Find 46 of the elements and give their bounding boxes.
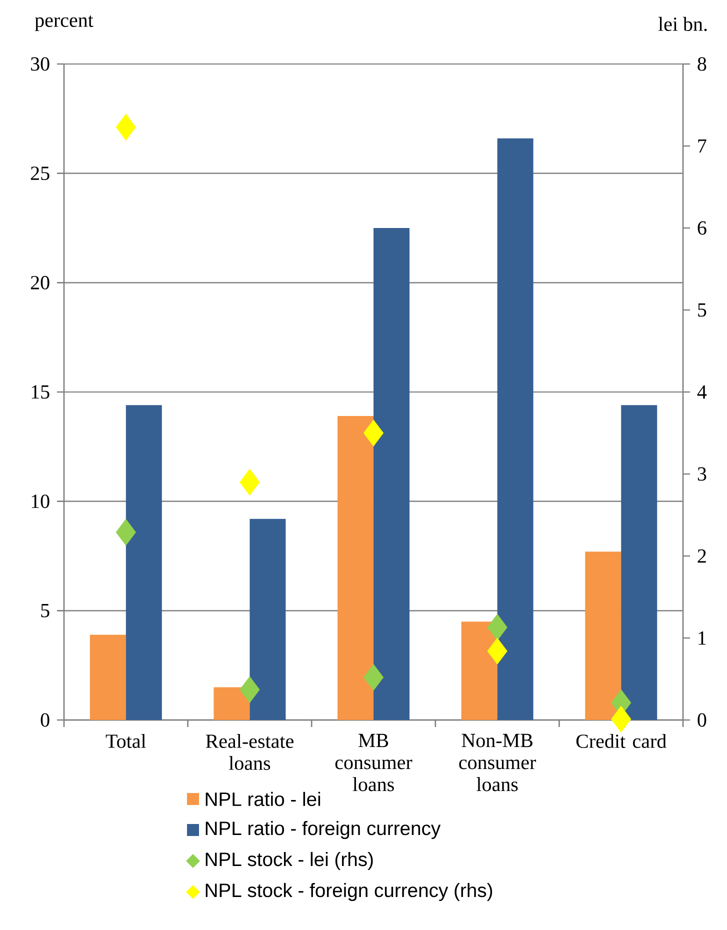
point [611, 706, 632, 732]
bar [126, 405, 162, 720]
legend-label: NPL stock - foreign currency (rhs) [206, 882, 492, 902]
x-tick-label: Total [106, 734, 146, 748]
y-axis-title: percent [34, 16, 94, 32]
bar [250, 518, 286, 720]
x-tick-label: Non-MB consumer loans [459, 734, 536, 792]
y-tick-label: 15 [32, 385, 50, 399]
y-tick-label: 20 [30, 276, 50, 290]
x-tick-label: MB consumer loans [335, 734, 412, 792]
y-tick-label: 25 [30, 166, 50, 180]
y2-tick-label: 0 [698, 713, 706, 727]
point [363, 664, 384, 691]
bar [461, 622, 498, 720]
y2-tick-label: 6 [698, 221, 706, 235]
x-tick-label: Credit card [576, 734, 666, 748]
y-tick-label: 10 [32, 494, 50, 508]
y2-tick-label: 5 [698, 303, 706, 317]
y-tick-label: 30 [31, 57, 50, 71]
point [240, 676, 260, 703]
bar [621, 405, 658, 720]
point [116, 518, 136, 546]
point [363, 420, 384, 446]
y2-tick-label: 2 [698, 549, 706, 563]
bar [374, 228, 410, 720]
bar [214, 687, 250, 720]
bar [338, 416, 374, 720]
bar [497, 138, 534, 720]
legend-label: NPL ratio - lei [206, 792, 320, 806]
bar [585, 552, 622, 720]
bar [90, 634, 126, 720]
y2-tick-label: 7 [698, 139, 706, 153]
x-tick-label: Real-estate loans [206, 734, 294, 770]
y-tick-label: 0 [40, 713, 50, 727]
point [240, 468, 260, 496]
y2-tick-label: 3 [698, 467, 706, 481]
y2-tick-label: 8 [698, 57, 706, 71]
point [487, 614, 508, 641]
y-tick-label: 5 [41, 604, 50, 618]
point [487, 638, 508, 664]
y2-tick-label: 4 [697, 385, 707, 399]
y2-tick-label: 1 [698, 631, 706, 645]
point [116, 114, 136, 140]
legend-label: NPL stock - lei (rhs) [206, 852, 373, 870]
legend-label: NPL ratio - foreign currency [206, 820, 441, 840]
y2-axis-title: lei bn. [658, 16, 707, 32]
